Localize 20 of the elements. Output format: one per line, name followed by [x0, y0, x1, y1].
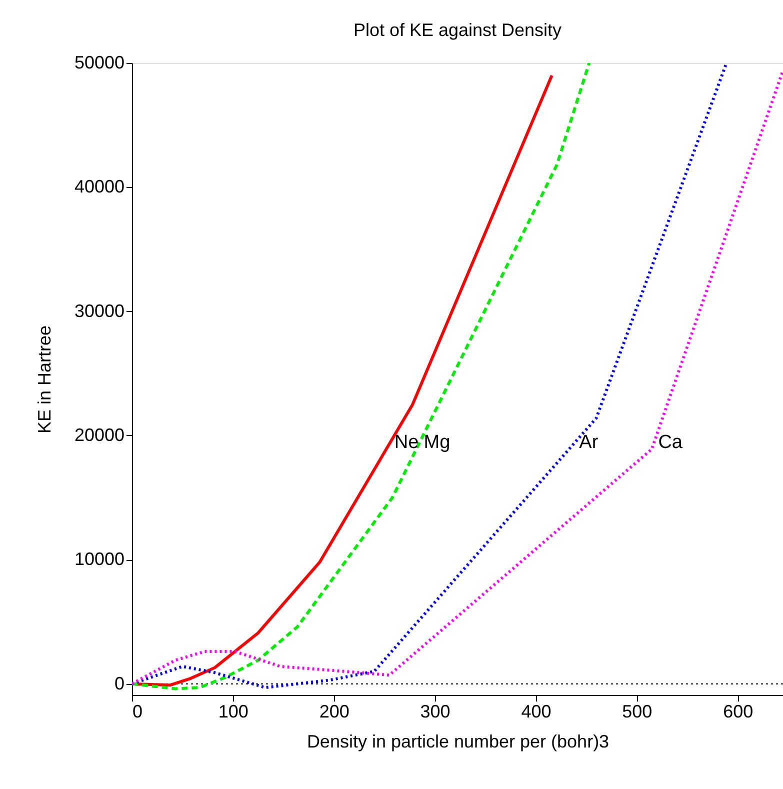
y-tick-label: 50000 [74, 52, 124, 72]
y-axis-title: KE in Hartree [34, 325, 54, 434]
y-tick-label: 20000 [74, 424, 124, 445]
x-tick-label: 500 [622, 702, 652, 722]
x-tick-label: 100 [218, 702, 248, 722]
y-tick-label: 0 [114, 673, 124, 694]
x-tick-label: 600 [723, 702, 754, 722]
x-tick-label: 400 [521, 702, 552, 722]
series-label: Mg [424, 432, 450, 454]
x-axis-title: Density in particle number per (bohr)3 [306, 732, 610, 752]
series-label: Ne [394, 432, 419, 454]
x-tick-label: 0 [132, 702, 143, 722]
x-tick-label: 200 [319, 702, 350, 722]
y-tick-label: 30000 [74, 300, 124, 321]
y-tick-label: 10000 [74, 549, 124, 570]
series-label: Ca [658, 432, 683, 454]
x-tick-label: 300 [420, 702, 450, 722]
chart-title: Plot of KE against Density [353, 20, 562, 40]
series-label: Ar [579, 432, 599, 454]
y-tick-label: 40000 [74, 176, 124, 197]
